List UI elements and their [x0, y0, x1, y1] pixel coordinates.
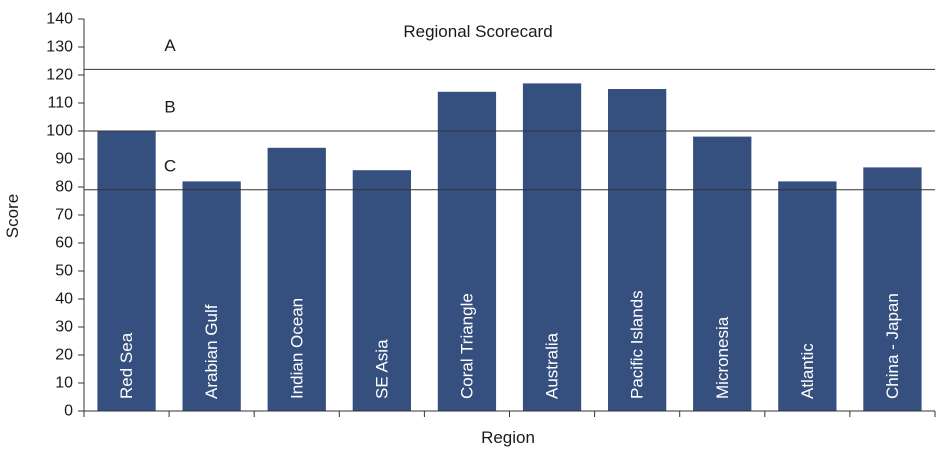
- category-label-atlantic: Atlantic: [798, 343, 817, 399]
- category-label-indian-ocean: Indian Ocean: [287, 298, 306, 399]
- y-tick-label: 10: [55, 375, 73, 392]
- y-tick-label: 60: [55, 235, 73, 252]
- y-tick-label: 30: [55, 319, 73, 336]
- y-tick-label: 120: [46, 67, 73, 84]
- bar-australia: [522, 83, 582, 412]
- category-label-coral-triangle: Coral Triangle: [457, 293, 476, 399]
- bar-pacific-islands: [608, 89, 667, 411]
- bar-se-asia: [352, 170, 411, 411]
- bar-coral-triangle: [437, 91, 497, 412]
- y-tick-label: 50: [55, 263, 73, 280]
- category-label-arabian-gulf: Arabian Gulf: [202, 304, 221, 399]
- grade-label-b: B: [164, 98, 175, 117]
- bar-micronesia: [693, 136, 752, 411]
- chart-title: Regional Scorecard: [403, 22, 552, 41]
- y-tick-label: 140: [46, 11, 73, 28]
- y-axis-title: Score: [3, 194, 22, 238]
- y-tick-label: 40: [55, 291, 73, 308]
- bar-indian-ocean: [267, 147, 326, 412]
- category-label-se-asia: SE Asia: [372, 339, 391, 399]
- grade-label-c: C: [164, 157, 176, 176]
- category-label-micronesia: Micronesia: [713, 316, 732, 399]
- bar-china-japan: [863, 167, 922, 411]
- bar-red-sea: [97, 131, 156, 411]
- bars-layer: [97, 83, 922, 412]
- y-tick-label: 100: [46, 123, 73, 140]
- category-label-australia: Australia: [543, 332, 562, 399]
- category-label-china-japan: China - Japan: [883, 293, 902, 399]
- bar-labels-layer: Red Sea Arabian Gulf Indian Ocean SE Asia Co…: [117, 290, 902, 399]
- category-label-red-sea: Red Sea: [117, 332, 136, 399]
- threshold-layer: A B C: [84, 36, 935, 191]
- grade-label-a: A: [164, 36, 176, 55]
- y-tick-label: 0: [64, 403, 73, 420]
- y-tick-label: 130: [46, 39, 73, 56]
- axes-layer: 0 10 20 30 40 50 60 70 80 90 100 110 120 130 140: [46, 11, 936, 420]
- y-tick-label: 20: [55, 347, 73, 364]
- y-tick-label: 80: [55, 179, 73, 196]
- y-tick-label: 70: [55, 207, 73, 224]
- y-tick-label: 110: [47, 95, 73, 112]
- x-axis-title: Region: [481, 428, 535, 447]
- bar-atlantic: [778, 181, 837, 411]
- y-tick-label: 90: [55, 151, 73, 168]
- bar-arabian-gulf: [182, 181, 241, 411]
- category-label-pacific-islands: Pacific Islands: [628, 290, 647, 399]
